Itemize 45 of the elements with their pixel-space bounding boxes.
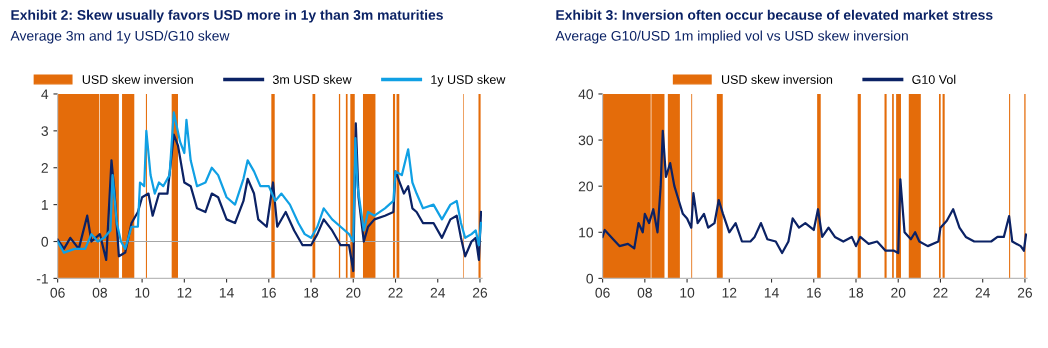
legend-label: USD skew inversion: [722, 74, 833, 84]
x-tick-label: 26: [472, 287, 488, 298]
legend-label: USD skew inversion: [82, 74, 193, 84]
x-tick-label: 16: [262, 287, 276, 298]
x-tick-label: 14: [219, 287, 234, 298]
legend-label: 1y USD skew: [431, 74, 506, 87]
x-tick-label: 10: [680, 287, 695, 298]
y-tick-label: 2: [41, 163, 48, 173]
x-tick-label: 16: [807, 287, 821, 298]
line-series: [602, 129, 1028, 255]
x-tick-label: 10: [135, 287, 150, 298]
chart-title: Exhibit 3: Inversion often occur because of elevated market stress: [556, 9, 993, 20]
x-tick-label: 14: [764, 287, 779, 298]
x-tick-label: 24: [975, 287, 991, 298]
x-tick-label: 22: [933, 287, 948, 298]
y-tick-label: 0: [41, 236, 49, 247]
chart-subtitle: Average 3m and 1y USD/G10 skew: [10, 30, 230, 44]
x-tick-label: 06: [595, 287, 610, 298]
x-tick-label: 26: [1017, 287, 1033, 298]
x-tick-label: 08: [92, 287, 107, 298]
y-tick-label: 10: [579, 227, 594, 238]
y-tick-label: 20: [578, 181, 594, 192]
x-tick-label: 20: [891, 287, 906, 298]
x-tick-label: 12: [722, 287, 737, 298]
legend-label: 3m USD skew: [272, 74, 352, 84]
y-tick-label: 0: [586, 273, 594, 284]
x-tick-label: 06: [50, 287, 65, 298]
y-tick-label: 1: [41, 200, 48, 210]
x-tick-label: 22: [388, 287, 403, 298]
x-tick-label: 18: [304, 287, 319, 298]
x-tick-label: 12: [177, 287, 192, 298]
y-tick-label: -1: [36, 273, 48, 284]
chart-subtitle: Average G10/USD 1m implied vol vs USD skew inversion: [555, 30, 908, 44]
legend-label: G10 Vol: [912, 74, 956, 84]
y-tick-label: 30: [578, 135, 594, 146]
y-tick-label: 4: [41, 89, 49, 99]
chart-title: Exhibit 2: Skew usually favors USD more in 1y than 3m maturities: [11, 9, 443, 23]
line-series: [57, 111, 483, 254]
x-tick-label: 24: [430, 287, 446, 298]
line-series: [57, 122, 483, 273]
x-tick-label: 18: [849, 287, 864, 298]
x-tick-label: 20: [346, 287, 361, 298]
y-tick-label: 40: [578, 89, 594, 100]
x-tick-label: 08: [637, 287, 652, 298]
y-tick-label: 3: [41, 126, 48, 137]
